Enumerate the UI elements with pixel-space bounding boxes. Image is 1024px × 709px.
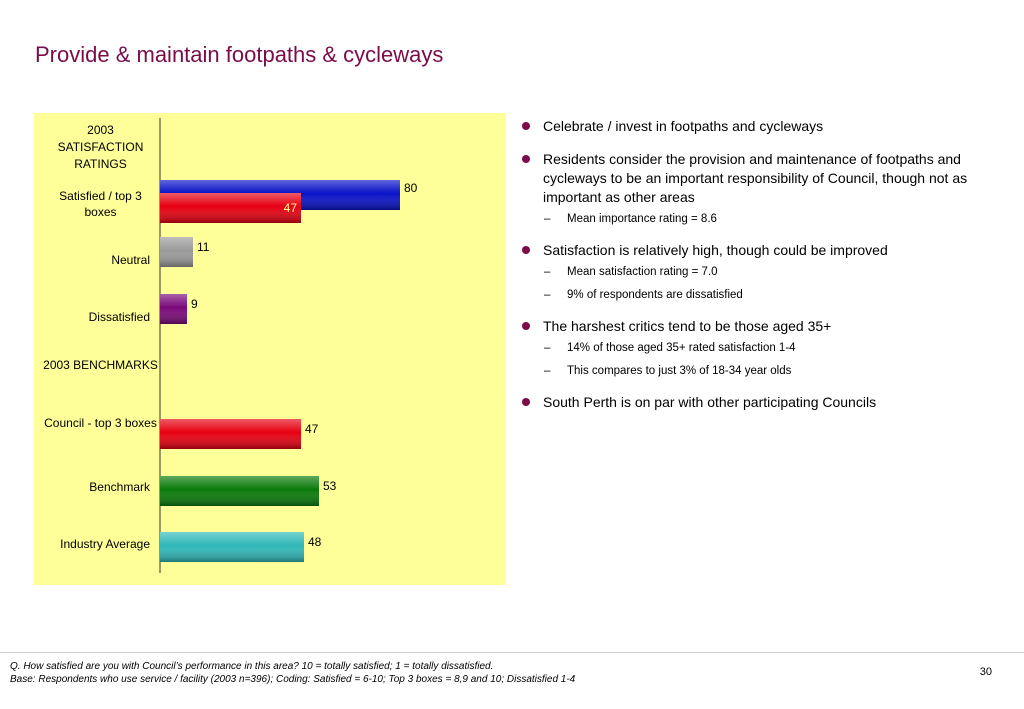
bar-label-2-0: 9 — [191, 297, 198, 311]
page-number: 30 — [979, 666, 992, 678]
bar-label-3-0: 47 — [305, 422, 319, 436]
bullet-text: Celebrate / invest in footpaths and cycl… — [543, 118, 824, 134]
section-heading-satisfaction: 2003 SATISFACTION RATINGS — [57, 123, 144, 171]
sub-bullet-item: – Mean satisfaction rating = 7.0 — [520, 264, 1000, 280]
bar-shade-5-0 — [160, 532, 304, 562]
bullet-group: Residents consider the provision and mai… — [520, 150, 1000, 227]
bullet-list: Celebrate / invest in footpaths and cycl… — [520, 117, 1000, 426]
bullet-group: South Perth is on par with other partici… — [520, 393, 1000, 412]
bullet-dot-icon — [522, 322, 530, 330]
sub-bullet-text: This compares to just 3% of 18-34 year o… — [567, 365, 792, 377]
bullet-dot-icon — [522, 398, 530, 406]
bar-shade-1-0 — [160, 237, 193, 267]
sub-bullet-item: – This compares to just 3% of 18-34 year … — [520, 363, 1000, 379]
bullet-item: Residents consider the provision and mai… — [520, 150, 1000, 207]
bullet-group: Celebrate / invest in footpaths and cycl… — [520, 117, 1000, 136]
bullet-group: Satisfaction is relatively high, though … — [520, 241, 1000, 303]
dash-icon: – — [544, 289, 551, 301]
sub-bullet-text: Mean satisfaction rating = 7.0 — [567, 266, 718, 278]
row-label-neutral: Neutral — [111, 253, 150, 267]
sub-bullet-item: – Mean importance rating = 8.6 — [520, 211, 1000, 227]
bar-shade-3-0 — [160, 419, 301, 449]
footnote-question: Q. How satisfied are you with Council’s … — [10, 661, 494, 672]
row-label-satisfied: Satisfied / top 3 boxes — [59, 189, 142, 219]
chart-panel: 2003 SATISFACTION RATINGS Satisfied / to… — [34, 113, 506, 585]
row-label-benchmark: Benchmark — [89, 480, 150, 494]
sub-bullet-text: Mean importance rating = 8.6 — [567, 213, 717, 225]
footnote: Q. How satisfied are you with Council’s … — [10, 660, 575, 686]
bar-shade-4-0 — [160, 476, 319, 506]
bar-label-0-0: 80 — [404, 181, 418, 195]
row-label-industry: Industry Average — [60, 537, 150, 551]
sub-bullet-item: – 9% of respondents are dissatisfied — [520, 287, 1000, 303]
sub-bullet-item: – 14% of those aged 35+ rated satisfactio… — [520, 340, 1000, 356]
bar-shade-0-1 — [160, 193, 301, 223]
bullet-text: Residents consider the provision and mai… — [543, 151, 968, 205]
bullet-group: The harshest critics tend to be those ag… — [520, 317, 1000, 379]
bar-chart: 80 47 11 9 47 53 48 — [159, 118, 418, 573]
dash-icon: – — [544, 213, 551, 225]
dash-icon: – — [544, 266, 551, 278]
bullet-item: The harshest critics tend to be those ag… — [520, 317, 1000, 336]
bar-label-1-0: 11 — [197, 240, 210, 254]
row-label-dissatisfied: Dissatisfied — [88, 310, 150, 324]
sub-bullet-text: 14% of those aged 35+ rated satisfaction… — [567, 342, 796, 354]
bar-shade-2-0 — [160, 294, 187, 324]
bullet-item: Celebrate / invest in footpaths and cycl… — [520, 117, 1000, 136]
dash-icon: – — [544, 365, 551, 377]
bullet-text: South Perth is on par with other partici… — [543, 394, 877, 410]
bullet-dot-icon — [522, 122, 530, 130]
dash-icon: – — [544, 342, 551, 354]
section-heading-benchmarks: 2003 BENCHMARKS — [43, 358, 158, 372]
sub-bullet-text: 9% of respondents are dissatisfied — [567, 289, 743, 301]
bar-label-0-1: 47 — [284, 201, 298, 215]
footnote-base: Base: Respondents who use service / faci… — [10, 674, 576, 685]
bullet-item: Satisfaction is relatively high, though … — [520, 241, 1000, 260]
bullet-text: The harshest critics tend to be those ag… — [543, 318, 832, 334]
footer-divider — [0, 652, 1024, 653]
bullet-item: South Perth is on par with other partici… — [520, 393, 1000, 412]
bullet-text: Satisfaction is relatively high, though … — [543, 242, 888, 258]
bar-label-5-0: 48 — [308, 535, 322, 549]
row-label-council: Council - top 3 boxes — [44, 416, 157, 430]
bullet-dot-icon — [522, 155, 530, 163]
page-title: Provide & maintain footpaths & cycleways — [35, 42, 444, 67]
bullet-dot-icon — [522, 246, 530, 254]
bar-label-4-0: 53 — [323, 479, 337, 493]
